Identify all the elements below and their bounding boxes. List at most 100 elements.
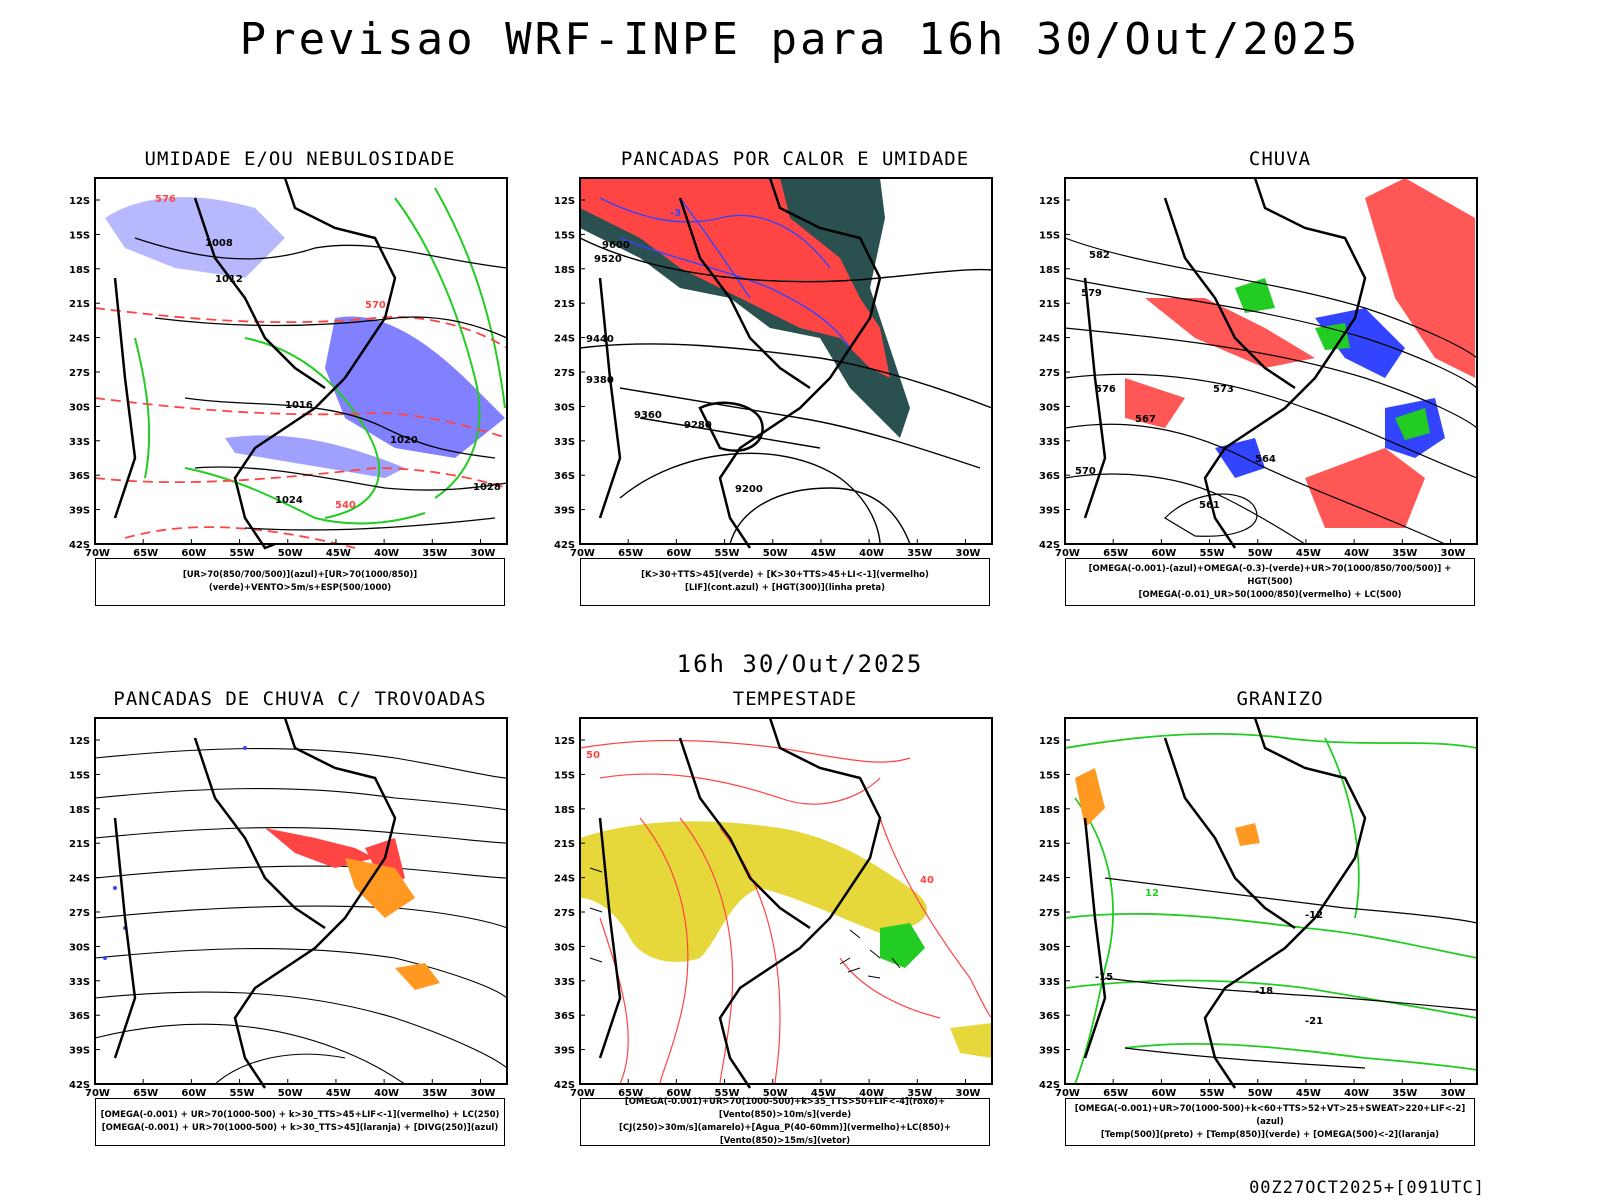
lon-tick-label: 35W xyxy=(422,548,447,559)
lat-tick-label: 12S xyxy=(1039,196,1060,207)
lon-tick-label: 70W xyxy=(1055,1088,1080,1099)
temp-label: -12 xyxy=(1305,910,1323,921)
lon-tick-label: 55W xyxy=(230,548,255,559)
lat-tick-label: 24S xyxy=(69,334,90,345)
lon-tick-label: 55W xyxy=(1200,548,1225,559)
lon-tick-label: 60W xyxy=(1151,1088,1176,1099)
pressure-contours xyxy=(134,237,508,531)
lon-tick-label: 60W xyxy=(666,548,691,559)
hgt-label: 9200 xyxy=(735,484,763,495)
lat-tick-label: 27S xyxy=(1039,908,1060,919)
lat-tick-label: 18S xyxy=(554,265,575,276)
lat-tick-label: 30S xyxy=(1039,402,1060,413)
lon-tick-label: 60W xyxy=(1151,548,1176,559)
lon-tick-label: 40W xyxy=(1344,548,1369,559)
panel-legend: [OMEGA(-0.001)-(azul)+OMEGA(-0.3)-(verde… xyxy=(1065,558,1475,606)
panel-legend: [OMEGA(-0.001)+UR>70(1000-500)+k<60+TTS>… xyxy=(1065,1098,1475,1146)
lat-tick-label: 33S xyxy=(69,977,90,988)
coastline xyxy=(598,717,882,1089)
map-frame xyxy=(94,177,508,545)
panel-legend: [K>30+TTS>45](verde) + [K>30+TTS>45+LI<-… xyxy=(580,558,990,606)
lon-tick-label: 40W xyxy=(859,1088,884,1099)
map-frame xyxy=(94,717,508,1085)
lon-tick-label: 55W xyxy=(715,1088,740,1099)
coastline xyxy=(113,177,397,550)
lon-tick-label: 30W xyxy=(1440,1088,1465,1099)
hgt-label: 564 xyxy=(1255,454,1276,465)
isobar-label: 1024 xyxy=(275,495,303,506)
lat-tick-label: 42S xyxy=(1039,540,1060,551)
lat-tick-label: 12S xyxy=(554,736,575,747)
lon-tick-label: 50W xyxy=(1248,548,1273,559)
lon-tick-label: 40W xyxy=(859,548,884,559)
lat-tick-label: 18S xyxy=(1039,265,1060,276)
lon-tick-label: 65W xyxy=(1103,548,1128,559)
run-time-label: 00Z27OCT2025+[091UTC] xyxy=(1249,1178,1485,1198)
panel-tempestade: TEMPESTADE xyxy=(554,688,1100,1178)
lat-tick-label: 21S xyxy=(1039,299,1060,310)
lat-tick-label: 33S xyxy=(1039,437,1060,448)
map-frame xyxy=(579,717,993,1085)
temp-500-contours xyxy=(1104,877,1478,1069)
omega-fill-green xyxy=(1235,278,1430,440)
map-pancadas-calor: 9600 9520 9440 9380 9360 9280 9200 -3 12… xyxy=(554,177,993,559)
lon-tick-label: 30W xyxy=(955,548,980,559)
panel-pancadas-calor: PANCADAS POR CALOR E UMIDADE xyxy=(554,148,1100,638)
hgt-label: 579 xyxy=(1081,288,1102,299)
panel-title: GRANIZO xyxy=(1236,688,1324,710)
water-label: 50 xyxy=(586,750,600,761)
panel-legend: [OMEGA(-0.001) + UR>70(1000-500) + k>30_… xyxy=(95,1098,505,1146)
isobar-label: 1016 xyxy=(285,400,313,411)
lat-tick-label: 33S xyxy=(69,437,90,448)
hgt-label: 9440 xyxy=(586,334,614,345)
lat-tick-label: 24S xyxy=(554,334,575,345)
panel-title: UMIDADE E/OU NEBULOSIDADE xyxy=(144,148,456,170)
panel-trovoadas: PANCADAS DE CHUVA C/ TROVOADAS xyxy=(69,688,615,1178)
lon-tick-label: 35W xyxy=(907,1088,932,1099)
temp-label: -15 xyxy=(1095,972,1113,983)
lon-tick-label: 65W xyxy=(618,548,643,559)
lat-tick-label: 27S xyxy=(69,908,90,919)
map-frame xyxy=(579,177,993,545)
lat-tick-label: 33S xyxy=(1039,977,1060,988)
lat-tick-label: 18S xyxy=(69,805,90,816)
lon-tick-label: 30W xyxy=(955,1088,980,1099)
precipitable-water-contours xyxy=(579,739,993,1085)
lat-tick-label: 36S xyxy=(69,1011,90,1022)
lat-tick-label: 12S xyxy=(69,196,90,207)
lat-tick-label: 21S xyxy=(554,299,575,310)
map-frame xyxy=(1064,177,1478,545)
wind-850-fill-green xyxy=(880,923,925,968)
lon-tick-label: 45W xyxy=(326,548,351,559)
lon-tick-label: 50W xyxy=(278,548,303,559)
lon-tick-label: 65W xyxy=(1103,1088,1128,1099)
temp-label: -18 xyxy=(1255,986,1273,997)
lat-tick-label: 30S xyxy=(554,942,575,953)
hgt-label: 567 xyxy=(1135,414,1156,425)
lon-tick-label: 50W xyxy=(1248,1088,1273,1099)
lon-tick-label: 50W xyxy=(763,1088,788,1099)
thickness-label: 576 xyxy=(155,194,176,205)
lat-tick-label: 27S xyxy=(69,368,90,379)
panel-title: PANCADAS DE CHUVA C/ TROVOADAS xyxy=(113,688,487,710)
lon-tick-label: 30W xyxy=(470,1088,495,1099)
lon-tick-label: 50W xyxy=(278,1088,303,1099)
rain-fill-red xyxy=(1125,178,1475,528)
lat-tick-label: 15S xyxy=(69,770,90,781)
lat-tick-label: 42S xyxy=(69,1080,90,1091)
humidity-fill-light xyxy=(105,197,285,278)
lon-tick-label: 45W xyxy=(1296,1088,1321,1099)
hgt-label: 9520 xyxy=(594,254,622,265)
lif-label: -3 xyxy=(670,208,681,219)
isobar-label: 1008 xyxy=(205,238,233,249)
lat-tick-label: 24S xyxy=(1039,874,1060,885)
wind-vectors xyxy=(589,867,901,979)
lat-tick-label: 15S xyxy=(554,230,575,241)
map-chuva: 582 579 576 573 570 567 564 561 12S 15S 18… xyxy=(1039,177,1478,559)
lat-tick-label: 15S xyxy=(554,770,575,781)
lat-tick-label: 18S xyxy=(554,805,575,816)
temp-850-contours xyxy=(1064,732,1478,1085)
lat-tick-label: 18S xyxy=(1039,805,1060,816)
hgt-label: 9380 xyxy=(586,375,614,386)
